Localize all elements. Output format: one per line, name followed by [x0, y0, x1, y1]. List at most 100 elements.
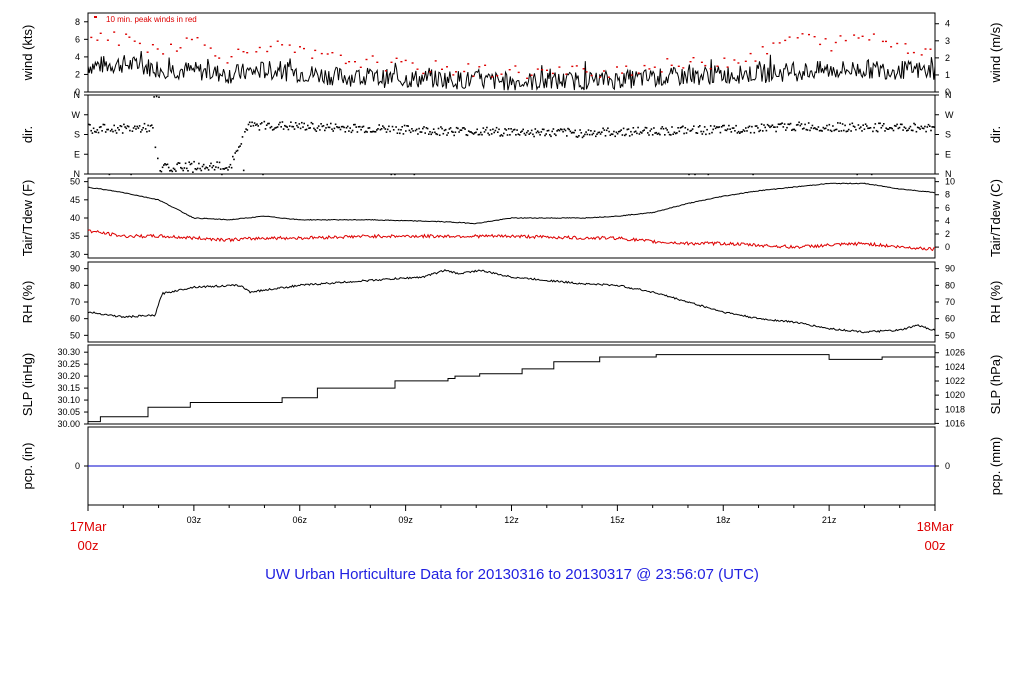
direction-point: [823, 127, 826, 130]
direction-point: [221, 173, 223, 176]
direction-point: [729, 128, 731, 130]
direction-point: [863, 128, 866, 130]
ylabel-right: RH (%): [988, 281, 1003, 324]
direction-point: [103, 123, 106, 126]
direction-point: [488, 134, 491, 136]
direction-point: [371, 131, 373, 133]
peak-wind-point: [621, 72, 624, 74]
peak-wind-point: [303, 47, 305, 50]
peak-wind-point: [575, 65, 578, 67]
direction-point: [422, 127, 424, 130]
direction-point: [572, 131, 574, 134]
peak-wind-point: [834, 41, 837, 44]
ytick-label-right: 1026: [945, 348, 965, 358]
direction-point: [137, 127, 140, 129]
direction-point: [486, 126, 488, 129]
direction-point: [112, 130, 114, 133]
direction-point: [261, 122, 263, 124]
direction-point: [820, 129, 822, 132]
direction-point: [405, 130, 407, 132]
direction-point: [700, 130, 702, 133]
direction-point: [320, 123, 322, 125]
direction-point: [735, 124, 737, 127]
ytick-label-left: W: [72, 110, 81, 120]
direction-point: [464, 128, 466, 130]
direction-point: [671, 126, 673, 128]
direction-point: [417, 133, 419, 135]
direction-point: [851, 122, 854, 125]
direction-point: [753, 131, 756, 134]
direction-point: [424, 132, 426, 134]
direction-point: [690, 129, 693, 132]
direction-point: [662, 128, 665, 130]
direction-point: [366, 131, 368, 133]
direction-point: [921, 127, 924, 129]
direction-point: [360, 128, 362, 131]
direction-point: [269, 126, 272, 129]
direction-point: [123, 123, 125, 126]
ytick-label-right: 1022: [945, 376, 965, 386]
direction-point: [603, 129, 606, 131]
panel-dir: [84, 94, 939, 176]
direction-point: [626, 128, 629, 131]
peak-wind-point: [133, 40, 136, 42]
relative-humidity-line: [87, 268, 936, 334]
direction-point: [256, 123, 258, 125]
direction-point: [853, 126, 856, 128]
direction-point: [803, 127, 805, 130]
peak-wind-point: [599, 76, 602, 78]
peak-wind-point: [839, 35, 842, 37]
direction-point: [374, 131, 377, 133]
direction-point: [460, 129, 463, 131]
direction-point: [400, 129, 402, 131]
direction-point: [924, 125, 926, 128]
direction-point: [340, 125, 343, 128]
direction-point: [711, 131, 713, 134]
direction-point: [591, 133, 593, 136]
ytick-label-right: 0: [945, 242, 950, 252]
direction-point: [178, 162, 181, 164]
direction-point: [136, 125, 138, 128]
direction-point: [557, 129, 560, 131]
peak-wind-point: [824, 38, 827, 40]
direction-point: [449, 127, 452, 129]
ylabel-left: Tair/Tdew (F): [20, 180, 35, 257]
direction-point: [331, 128, 333, 130]
direction-point: [718, 126, 720, 128]
ytick-label-left: 30.25: [57, 359, 80, 369]
direction-point: [734, 130, 736, 132]
direction-point: [470, 131, 472, 133]
direction-point: [828, 123, 831, 126]
ytick-label-left: 30.05: [57, 407, 80, 417]
direction-point: [742, 129, 745, 131]
direction-point: [223, 168, 226, 170]
direction-point: [285, 125, 287, 128]
peak-wind-point: [175, 50, 178, 52]
direction-point: [852, 125, 855, 127]
direction-point: [357, 126, 360, 128]
direction-point: [230, 166, 233, 169]
direction-point: [810, 127, 812, 129]
direction-point: [275, 126, 278, 129]
direction-point: [291, 125, 293, 128]
peak-wind-point: [653, 66, 656, 68]
direction-point: [722, 124, 724, 127]
direction-point: [789, 122, 792, 125]
direction-point: [625, 133, 627, 136]
peak-wind-point: [416, 68, 419, 70]
direction-point: [180, 166, 182, 169]
direction-point: [303, 122, 305, 125]
direction-point: [382, 125, 384, 127]
direction-point: [413, 173, 416, 176]
direction-point: [630, 130, 632, 133]
direction-point: [904, 127, 907, 130]
direction-point: [838, 130, 840, 132]
direction-point: [167, 166, 170, 169]
direction-point: [170, 169, 172, 172]
peak-wind-point: [541, 69, 544, 71]
direction-point: [396, 132, 399, 134]
direction-point: [504, 128, 506, 130]
peak-wind-point: [761, 46, 764, 48]
direction-point: [910, 129, 913, 132]
direction-point: [694, 173, 696, 176]
